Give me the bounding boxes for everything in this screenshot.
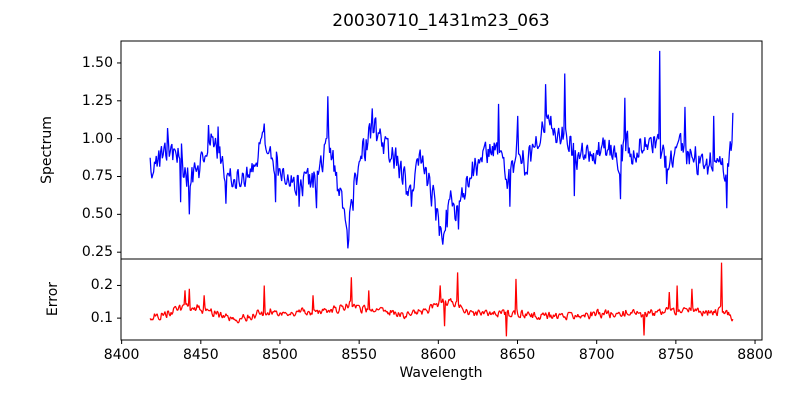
x-tick-label: 8600 — [420, 347, 457, 363]
x-tick-label: 8700 — [578, 347, 615, 363]
x-tick-label: 8450 — [182, 347, 219, 363]
y-tick-label-spectrum: 0.25 — [81, 244, 113, 261]
spectrum-axis-label: Spectrum — [39, 116, 55, 184]
x-axis-label: Wavelength — [399, 365, 483, 381]
error-axes-border — [120, 258, 763, 341]
x-tick-label: 8500 — [262, 347, 298, 363]
y-tick-label-error: 0.2 — [90, 277, 113, 294]
y-tick-label-spectrum: 1.50 — [81, 54, 113, 71]
y-tick-label-spectrum: 1.00 — [81, 130, 113, 147]
y-tick-label-spectrum: 0.75 — [81, 168, 113, 185]
x-tick-label: 8750 — [658, 347, 694, 363]
error-axis-label: Error — [45, 281, 61, 317]
error-line — [149, 262, 734, 337]
x-tick-label: 8400 — [103, 347, 140, 363]
y-tick-label-spectrum: 1.25 — [81, 92, 113, 109]
y-tick-label-spectrum: 0.50 — [81, 206, 113, 223]
chart-title: 20030710_1431m23_063 — [332, 11, 550, 31]
y-tick-label-error: 0.1 — [90, 310, 113, 327]
spectrum-line — [149, 50, 734, 249]
x-tick-label: 8800 — [737, 347, 773, 363]
x-tick-label: 8550 — [341, 347, 377, 363]
x-tick-label: 8650 — [499, 347, 536, 363]
